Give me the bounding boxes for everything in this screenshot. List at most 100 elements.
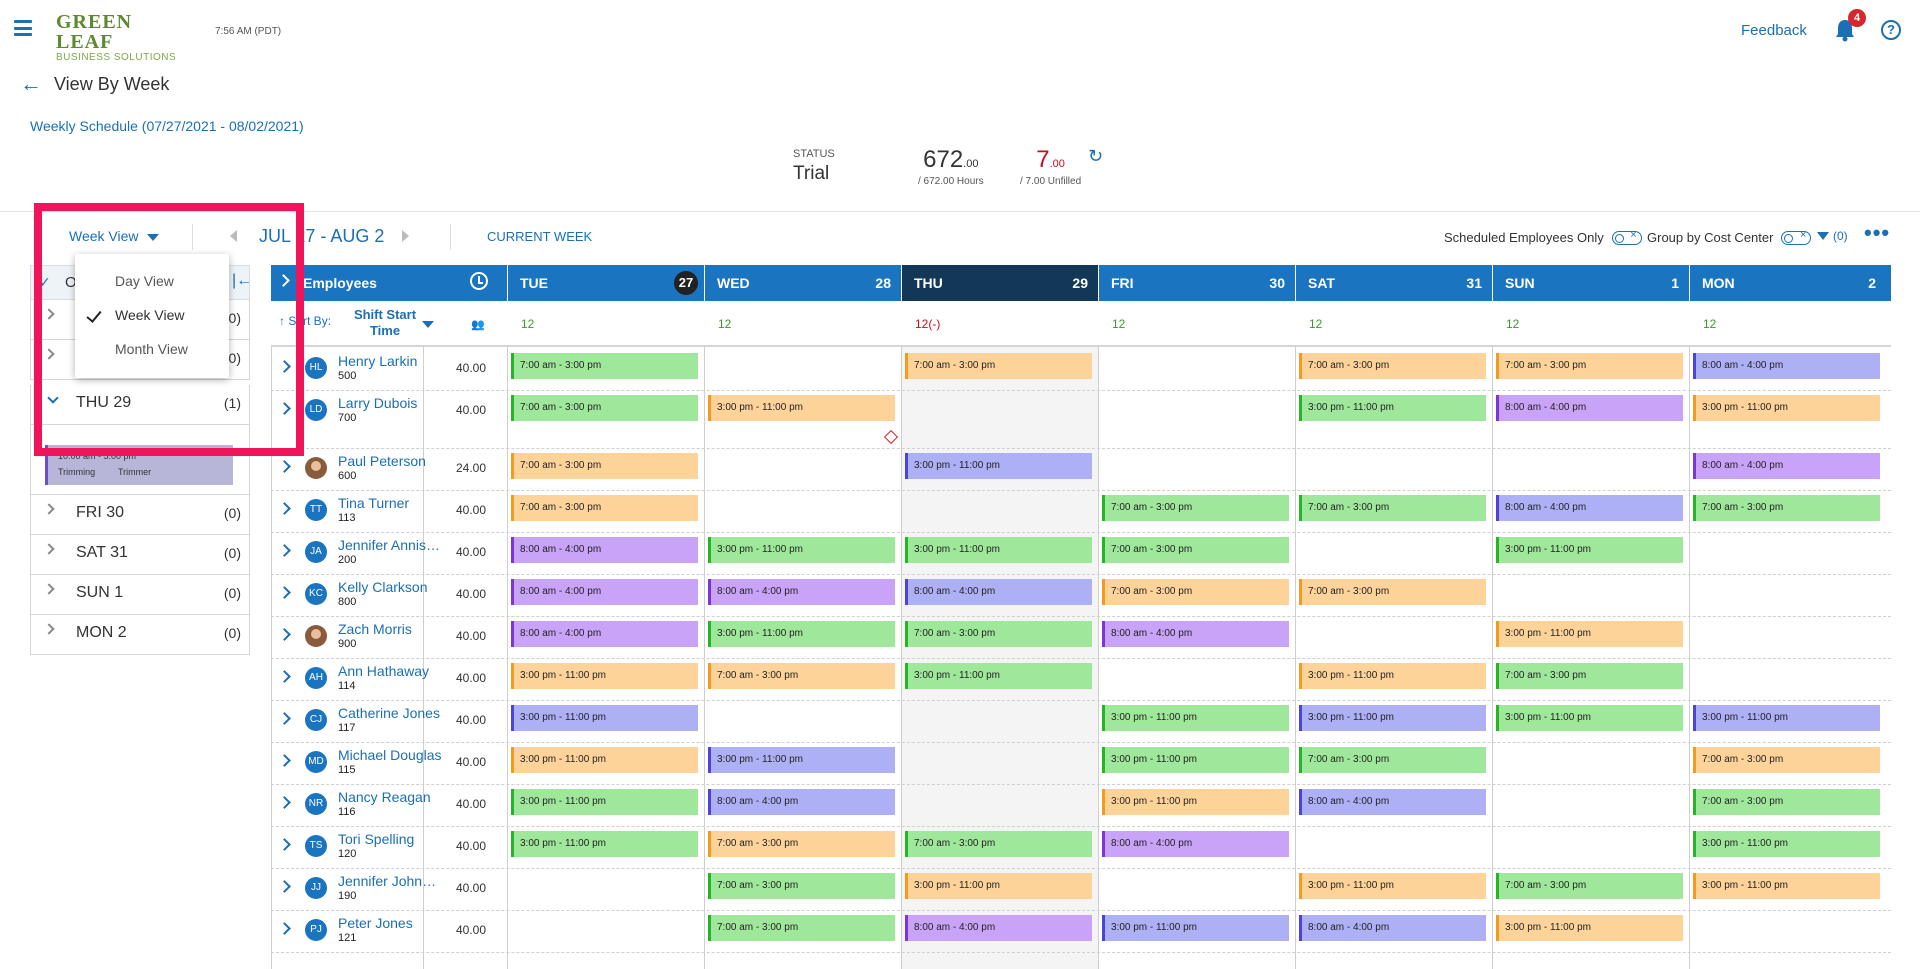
- shift-block[interactable]: 8:00 am - 4:00 pm: [905, 915, 1092, 941]
- chevron-right-icon[interactable]: [278, 796, 291, 809]
- chevron-right-icon[interactable]: [278, 502, 291, 515]
- chevron-right-icon[interactable]: [278, 712, 291, 725]
- shift-block[interactable]: 3:00 pm - 11:00 pm: [1299, 873, 1486, 899]
- shift-block[interactable]: 3:00 pm - 11:00 pm: [1102, 747, 1289, 773]
- back-arrow-icon[interactable]: ←: [20, 71, 42, 96]
- shift-block[interactable]: 3:00 pm - 11:00 pm: [1102, 705, 1289, 731]
- scheduled-only-toggle[interactable]: Scheduled Employees Only: [1444, 229, 1642, 245]
- shift-block[interactable]: 3:00 pm - 11:00 pm: [905, 873, 1092, 899]
- shift-block[interactable]: 8:00 am - 4:00 pm: [708, 789, 895, 815]
- shift-block[interactable]: 7:00 am - 3:00 pm: [1102, 579, 1289, 605]
- shift-block[interactable]: 3:00 pm - 11:00 pm: [905, 537, 1092, 563]
- day-row[interactable]: FRI 30 (0): [30, 495, 250, 535]
- chevron-right-icon[interactable]: [278, 670, 291, 683]
- sort-label[interactable]: ↑ Sort By:: [279, 314, 332, 328]
- shift-block[interactable]: 8:00 am - 4:00 pm: [1102, 831, 1289, 857]
- shift-block[interactable]: 8:00 am - 4:00 pm: [1693, 353, 1880, 379]
- day-header-fri[interactable]: FRI 30: [1098, 265, 1295, 301]
- shift-block[interactable]: 7:00 am - 3:00 pm: [511, 453, 698, 479]
- shift-block[interactable]: 3:00 pm - 11:00 pm: [511, 663, 698, 689]
- toggle-switch[interactable]: [1781, 229, 1812, 245]
- shift-block[interactable]: 8:00 am - 4:00 pm: [511, 537, 698, 563]
- chevron-right-icon[interactable]: [278, 838, 291, 851]
- warning-icon[interactable]: [883, 429, 899, 445]
- shift-block[interactable]: 3:00 pm - 11:00 pm: [511, 789, 698, 815]
- day-header-tue[interactable]: TUE 27: [507, 265, 704, 301]
- chevron-right-icon[interactable]: [278, 586, 291, 599]
- shift-block[interactable]: 7:00 am - 3:00 pm: [1102, 537, 1289, 563]
- shift-block[interactable]: 8:00 am - 4:00 pm: [1496, 395, 1683, 421]
- chevron-right-icon[interactable]: [278, 360, 291, 373]
- bell-icon[interactable]: [1834, 18, 1856, 42]
- shift-block[interactable]: 8:00 am - 4:00 pm: [905, 579, 1092, 605]
- chevron-right-icon[interactable]: [278, 544, 291, 557]
- shift-block[interactable]: 3:00 pm - 11:00 pm: [1496, 621, 1683, 647]
- week-view-option[interactable]: Week View: [75, 298, 229, 332]
- shift-block[interactable]: 7:00 am - 3:00 pm: [1299, 353, 1486, 379]
- shift-block[interactable]: 7:00 am - 3:00 pm: [1496, 873, 1683, 899]
- view-select[interactable]: Week View: [69, 228, 159, 244]
- shift-block[interactable]: 8:00 am - 4:00 pm: [1299, 915, 1486, 941]
- shift-block[interactable]: 3:00 pm - 11:00 pm: [1496, 705, 1683, 731]
- clock-icon[interactable]: [470, 272, 488, 290]
- expand-all-icon[interactable]: [277, 274, 290, 287]
- shift-block[interactable]: 3:00 pm - 11:00 pm: [1693, 395, 1880, 421]
- shift-block[interactable]: 7:00 am - 3:00 pm: [1496, 663, 1683, 689]
- shift-block[interactable]: 7:00 am - 3:00 pm: [1693, 789, 1880, 815]
- feedback-link[interactable]: Feedback: [1741, 22, 1807, 39]
- day-row[interactable]: SUN 1 (0): [30, 575, 250, 615]
- shift-block[interactable]: 3:00 pm - 11:00 pm: [1693, 705, 1880, 731]
- chevron-right-icon[interactable]: [278, 460, 291, 473]
- shift-block[interactable]: 7:00 am - 3:00 pm: [1496, 353, 1683, 379]
- day-row-thu[interactable]: THU 29 (1): [30, 385, 250, 425]
- chevron-right-icon[interactable]: [278, 922, 291, 935]
- shift-block[interactable]: 8:00 am - 4:00 pm: [1693, 453, 1880, 479]
- shift-block[interactable]: 8:00 am - 4:00 pm: [1102, 621, 1289, 647]
- shift-block[interactable]: 7:00 am - 3:00 pm: [905, 831, 1092, 857]
- shift-block[interactable]: 7:00 am - 3:00 pm: [708, 831, 895, 857]
- shift-block[interactable]: 8:00 am - 4:00 pm: [708, 579, 895, 605]
- company-logo[interactable]: GREEN LEAF BUSINESS SOLUTIONS: [56, 12, 186, 63]
- shift-block[interactable]: 7:00 am - 3:00 pm: [1693, 747, 1880, 773]
- shift-block[interactable]: 7:00 am - 3:00 pm: [905, 621, 1092, 647]
- current-week-button[interactable]: CURRENT WEEK: [487, 229, 593, 244]
- shift-block[interactable]: 3:00 pm - 11:00 pm: [511, 831, 698, 857]
- shift-block[interactable]: 7:00 am - 3:00 pm: [1299, 747, 1486, 773]
- day-view-option[interactable]: Day View: [115, 273, 174, 289]
- previous-week-icon[interactable]: [230, 230, 237, 242]
- shift-block[interactable]: 8:00 am - 4:00 pm: [1496, 495, 1683, 521]
- shift-block[interactable]: 7:00 am - 3:00 pm: [708, 915, 895, 941]
- shift-block[interactable]: 3:00 pm - 11:00 pm: [708, 395, 895, 421]
- shift-block[interactable]: 3:00 pm - 11:00 pm: [1102, 789, 1289, 815]
- group-by-toggle[interactable]: Group by Cost Center: [1647, 229, 1812, 245]
- shift-block[interactable]: 3:00 pm - 11:00 pm: [905, 453, 1092, 479]
- refresh-icon[interactable]: ↻: [1088, 146, 1104, 166]
- shift-block[interactable]: 7:00 am - 3:00 pm: [511, 495, 698, 521]
- shift-block[interactable]: 7:00 am - 3:00 pm: [1299, 579, 1486, 605]
- more-options-icon[interactable]: •••: [1864, 220, 1891, 245]
- shift-block[interactable]: 3:00 pm - 11:00 pm: [708, 537, 895, 563]
- shift-block[interactable]: 3:00 pm - 11:00 pm: [1496, 915, 1683, 941]
- menu-icon[interactable]: [14, 20, 32, 36]
- shift-block[interactable]: 7:00 am - 3:00 pm: [511, 353, 698, 379]
- collapse-panel-icon[interactable]: |←: [232, 272, 253, 289]
- shift-block[interactable]: 3:00 pm - 11:00 pm: [1299, 705, 1486, 731]
- shift-block[interactable]: 7:00 am - 3:00 pm: [708, 663, 895, 689]
- day-row[interactable]: SAT 31 (0): [30, 535, 250, 575]
- shift-block[interactable]: 3:00 pm - 11:00 pm: [708, 747, 895, 773]
- day-header-sat[interactable]: SAT 31: [1295, 265, 1492, 301]
- shift-block[interactable]: 7:00 am - 3:00 pm: [511, 395, 698, 421]
- sort-value[interactable]: Shift Start Time: [353, 307, 417, 338]
- shift-block[interactable]: 7:00 am - 3:00 pm: [1693, 495, 1880, 521]
- shift-block[interactable]: 3:00 pm - 11:00 pm: [1299, 395, 1486, 421]
- month-view-option[interactable]: Month View: [115, 341, 188, 357]
- shift-block[interactable]: 3:00 pm - 11:00 pm: [511, 747, 698, 773]
- shift-block[interactable]: 8:00 am - 4:00 pm: [511, 621, 698, 647]
- shift-block[interactable]: 3:00 pm - 11:00 pm: [1496, 537, 1683, 563]
- day-header-sun[interactable]: SUN 1: [1492, 265, 1689, 301]
- day-header-wed[interactable]: WED 28: [704, 265, 901, 301]
- toggle-switch[interactable]: [1611, 229, 1642, 245]
- shift-block[interactable]: 3:00 pm - 11:00 pm: [905, 663, 1092, 689]
- shift-block[interactable]: 8:00 am - 4:00 pm: [511, 579, 698, 605]
- shift-block[interactable]: 3:00 pm - 11:00 pm: [708, 621, 895, 647]
